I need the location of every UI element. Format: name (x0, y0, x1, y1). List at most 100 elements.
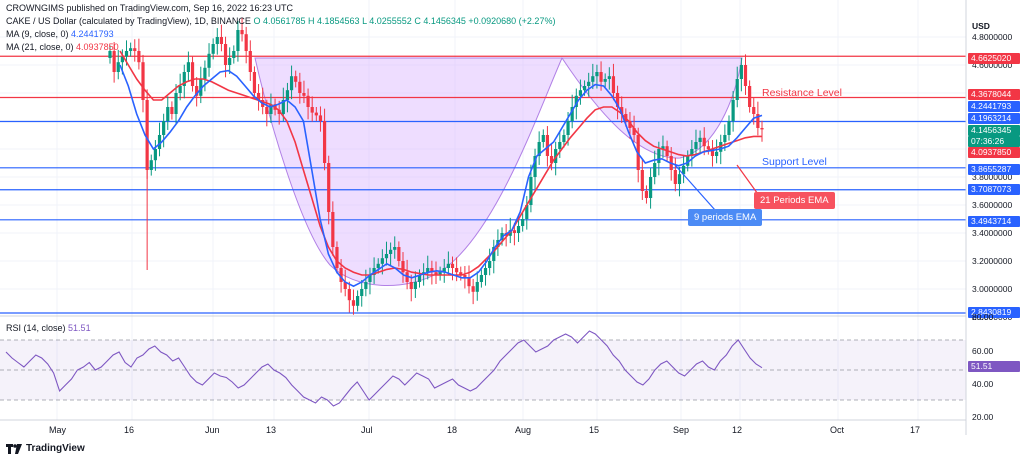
candle[interactable] (211, 38, 215, 60)
rsi-line[interactable] (5, 330, 763, 407)
candle[interactable] (450, 256, 455, 281)
candle[interactable] (690, 140, 694, 167)
candle[interactable] (149, 154, 153, 176)
candle[interactable] (322, 108, 327, 171)
candle[interactable] (591, 63, 595, 90)
candle[interactable] (137, 38, 141, 70)
candle[interactable] (648, 168, 653, 209)
candle[interactable] (232, 45, 236, 64)
candle[interactable] (166, 96, 170, 130)
rsi-legend[interactable]: RSI (14, close) 51.51 (6, 323, 91, 333)
candle[interactable] (302, 80, 306, 104)
candle[interactable] (215, 28, 219, 55)
candle[interactable] (195, 77, 199, 107)
candle[interactable] (681, 155, 686, 184)
candle[interactable] (760, 120, 764, 142)
candle[interactable] (108, 45, 112, 64)
candle[interactable] (289, 65, 294, 100)
candle[interactable] (471, 278, 475, 305)
candle[interactable] (405, 259, 409, 290)
candle[interactable] (756, 101, 760, 136)
candle[interactable] (141, 54, 145, 113)
candle[interactable] (248, 40, 252, 81)
candle[interactable] (393, 236, 397, 259)
ma21-line[interactable] (119, 50, 762, 276)
candle[interactable] (343, 269, 347, 297)
candle[interactable] (735, 66, 739, 108)
candle[interactable] (401, 252, 405, 283)
candle[interactable] (653, 150, 657, 185)
candle[interactable] (368, 267, 372, 295)
candle[interactable] (694, 129, 698, 157)
candle[interactable] (335, 241, 339, 274)
candle[interactable] (203, 60, 207, 92)
candle[interactable] (467, 265, 471, 294)
candle[interactable] (615, 85, 620, 120)
candle[interactable] (360, 280, 364, 307)
candle[interactable] (661, 135, 665, 158)
candle[interactable] (240, 17, 244, 42)
candle[interactable] (537, 131, 541, 165)
candle[interactable] (525, 196, 529, 230)
candle[interactable] (644, 185, 649, 204)
candle[interactable] (533, 148, 537, 190)
candle[interactable] (153, 140, 157, 171)
candle[interactable] (488, 248, 492, 276)
candle[interactable] (331, 201, 335, 256)
candle[interactable] (269, 93, 273, 123)
candle[interactable] (355, 290, 360, 312)
candle[interactable] (190, 56, 195, 92)
candle[interactable] (182, 64, 186, 99)
candle[interactable] (417, 269, 422, 288)
ma21-legend[interactable]: MA (21, close, 0) 4.0937850 (6, 42, 119, 52)
candle[interactable] (434, 261, 438, 284)
candle[interactable] (116, 49, 120, 80)
candle[interactable] (739, 57, 743, 92)
candle[interactable] (706, 140, 710, 155)
candle[interactable] (318, 106, 323, 132)
candle[interactable] (219, 24, 224, 52)
candle[interactable] (244, 26, 248, 64)
candle[interactable] (731, 91, 735, 132)
candle[interactable] (607, 67, 611, 90)
candle[interactable] (549, 143, 554, 171)
candle[interactable] (479, 269, 483, 288)
candle[interactable] (199, 66, 203, 104)
candle[interactable] (446, 251, 450, 276)
candle[interactable] (252, 66, 257, 99)
candle[interactable] (442, 259, 446, 283)
candle[interactable] (133, 39, 137, 62)
symbol-name[interactable]: CAKE / US Dollar (calculated by TradingV… (6, 16, 251, 26)
candle[interactable] (743, 54, 748, 95)
candle[interactable] (314, 107, 318, 121)
footer-brand[interactable]: TradingView (6, 443, 85, 454)
candle[interactable] (578, 79, 583, 105)
candle[interactable] (686, 150, 690, 172)
candle[interactable] (162, 113, 166, 148)
candle[interactable] (521, 213, 525, 232)
candle[interactable] (673, 157, 677, 192)
candle[interactable] (702, 127, 706, 156)
candle[interactable] (438, 266, 442, 281)
candle[interactable] (384, 241, 389, 266)
candle[interactable] (351, 289, 356, 315)
candle[interactable] (752, 98, 756, 125)
candle[interactable] (389, 242, 393, 267)
candle[interactable] (112, 42, 116, 83)
candle[interactable] (306, 88, 310, 120)
ma9-legend[interactable]: MA (9, close, 0) 4.2441793 (6, 29, 114, 39)
candle[interactable] (285, 82, 290, 113)
candle[interactable] (710, 140, 715, 167)
candle[interactable] (611, 63, 616, 101)
candle[interactable] (364, 269, 368, 297)
candle[interactable] (376, 258, 380, 274)
candle[interactable] (347, 281, 351, 313)
candle[interactable] (677, 166, 682, 197)
candle[interactable] (310, 96, 314, 122)
candle[interactable] (603, 73, 607, 88)
candle[interactable] (129, 42, 133, 57)
candle[interactable] (620, 96, 624, 123)
candle[interactable] (207, 43, 211, 77)
candle[interactable] (265, 99, 269, 127)
